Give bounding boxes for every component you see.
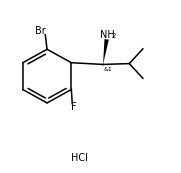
Text: Br: Br: [35, 26, 46, 37]
Text: 2: 2: [111, 33, 116, 39]
Text: NH: NH: [100, 30, 115, 40]
Text: &1: &1: [104, 67, 113, 72]
Text: HCl: HCl: [71, 153, 88, 163]
Polygon shape: [103, 39, 109, 65]
Text: F: F: [71, 102, 77, 112]
